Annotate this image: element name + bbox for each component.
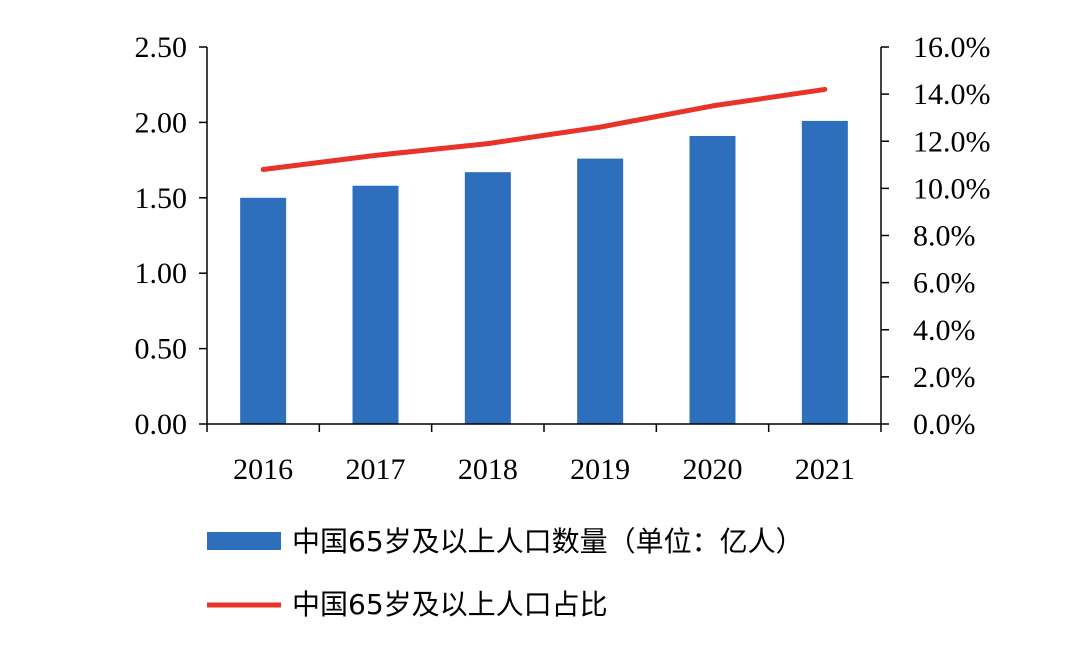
y-left-tick-label: 0.00: [135, 408, 188, 441]
y-right-tick-label: 2.0%: [913, 361, 976, 394]
x-tick-label: 2020: [683, 453, 743, 486]
legend-label-bar: 中国65岁及以上人口数量（单位：亿人）: [292, 525, 804, 558]
bar-2021: [801, 120, 848, 424]
y-right-tick-label: 10.0%: [913, 172, 991, 205]
tick-labels: 0.00 0.50 1.00 1.50 2.00 2.50 0.0% 2.0% 4.0% 6.0%…: [135, 31, 991, 486]
line-share: [260, 86, 828, 173]
y-left-tick-label: 2.50: [135, 31, 188, 64]
bar-2020: [689, 135, 736, 425]
y-right-tick-label: 8.0%: [913, 220, 976, 253]
bar-2018: [464, 172, 511, 424]
y-right-tick-label: 6.0%: [913, 267, 976, 300]
bar-series: [240, 120, 848, 425]
y-right-tick-label: 14.0%: [913, 78, 991, 111]
legend: 中国65岁及以上人口数量（单位：亿人） 中国65岁及以上人口占比: [207, 525, 804, 621]
y-left-tick-label: 1.00: [135, 257, 188, 290]
bar-2017: [352, 185, 399, 424]
y-right-tick-label: 16.0%: [913, 31, 991, 64]
bar-2016: [240, 197, 287, 424]
x-tick-label: 2017: [346, 453, 406, 486]
legend-swatch-bar: [207, 532, 281, 550]
x-tick-label: 2018: [458, 453, 518, 486]
y-right-tick-label: 12.0%: [913, 125, 991, 158]
x-tick-label: 2019: [570, 453, 630, 486]
x-tick-label: 2016: [233, 453, 293, 486]
line-series: [260, 86, 828, 173]
legend-label-line: 中国65岁及以上人口占比: [292, 588, 608, 621]
y-left-tick-label: 0.50: [135, 333, 188, 366]
y-left-tick-label: 2.00: [135, 106, 188, 139]
y-right-tick-label: 0.0%: [913, 408, 976, 441]
y-right-tick-label: 4.0%: [913, 314, 976, 347]
x-tick-label: 2021: [795, 453, 855, 486]
y-left-tick-label: 1.50: [135, 182, 188, 215]
bar-2019: [577, 158, 624, 425]
axes: [199, 46, 889, 432]
